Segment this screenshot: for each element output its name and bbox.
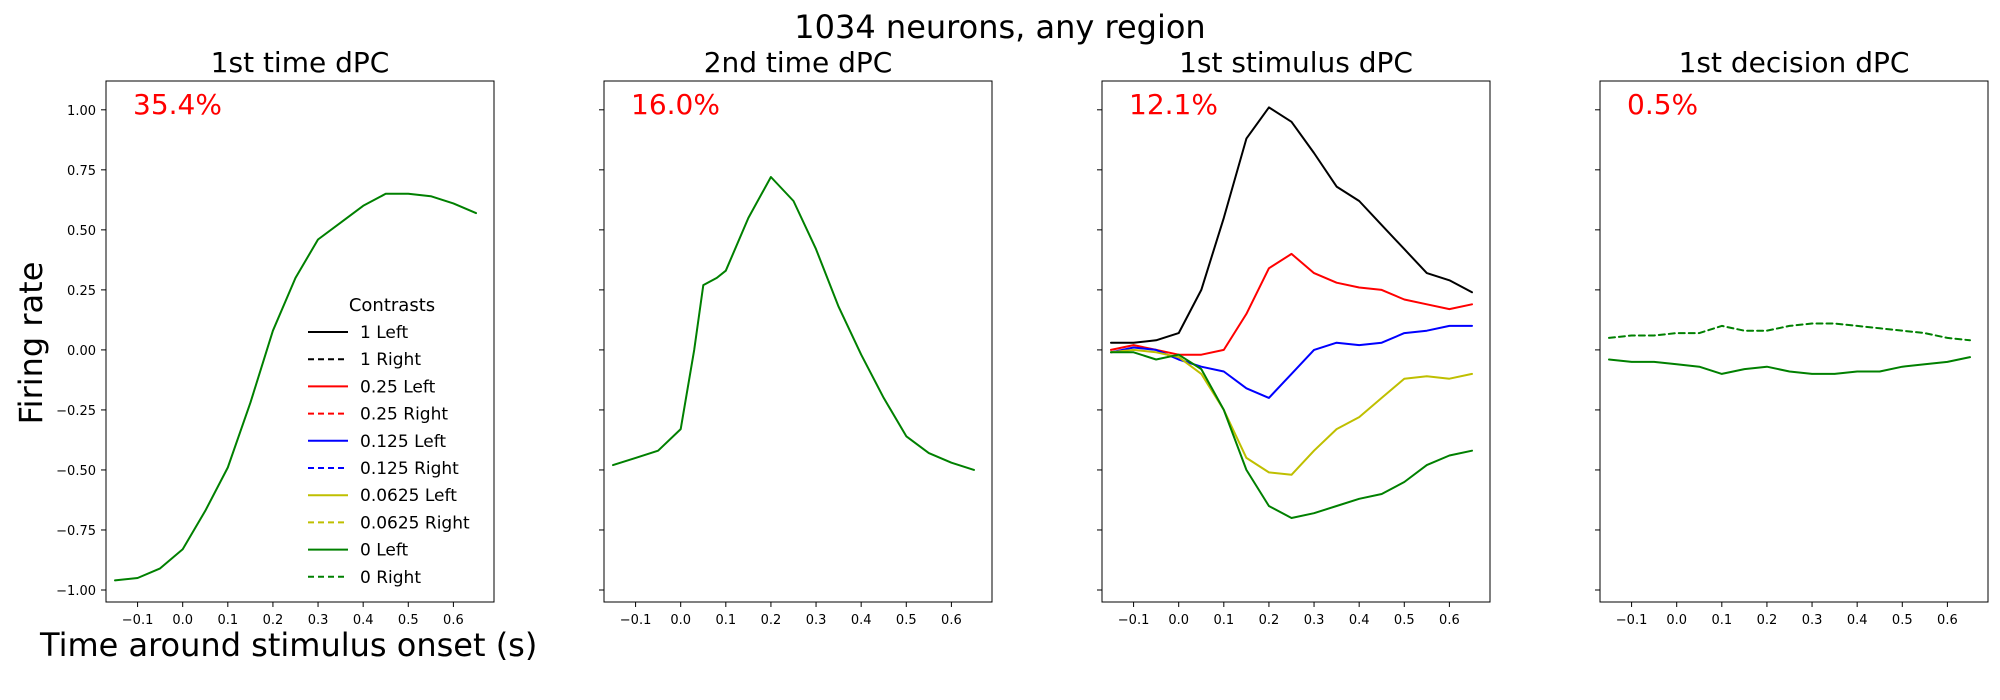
y-tick-label: −0.50 [56,464,96,479]
legend-item: 1 Left [308,323,409,343]
x-tick-label: 0.6 [1439,613,1460,628]
y-tick-label: −0.25 [56,404,96,419]
x-tick-label: −0.1 [1616,613,1648,628]
y-tick-label: 0.50 [67,224,96,239]
axes-frame [1599,80,1989,603]
x-tick-label: 0.2 [263,613,284,628]
y-tick-label: −0.75 [56,524,96,539]
legend-item: 0 Right [308,568,421,588]
x-tick-label: 0.0 [670,613,691,628]
y-tick-label: 0.00 [67,344,96,359]
x-tick-label: 0.3 [806,613,827,628]
figure-title: 1034 neurons, any region [794,8,1205,46]
y-tick-label: −1.00 [56,584,96,599]
series-line [1608,356,1971,375]
x-tick-label: 0.6 [1937,613,1958,628]
x-tick-label: −0.1 [122,613,154,628]
axes-frame [603,80,993,603]
legend-item: 0.25 Right [308,405,448,425]
series-line [114,192,477,582]
series-line [1608,322,1971,342]
series-line [1110,351,1473,519]
x-tick-label: 0.2 [761,613,782,628]
y-axis-label: Firing rate [12,262,50,425]
x-tick-label: 0.3 [308,613,329,628]
panel-1: 1st time dPC −0.1 0.0 0.1 0.2 0.3 0.4 0.5 0.6 −1.… [56,46,495,628]
x-tick-label: 0.5 [1394,613,1415,628]
x-tick-label: 0.3 [1802,613,1823,628]
x-tick-label: −0.1 [1118,613,1150,628]
panel-title: 1st time dPC [211,46,390,79]
legend-label: 0.25 Left [360,377,436,397]
x-axis-label: Time around stimulus onset (s) [39,626,537,664]
legend-label: 1 Right [360,350,421,370]
x-tick-label: −0.1 [620,613,652,628]
legend-item: 0.125 Right [308,459,459,479]
series-line [612,176,975,471]
y-tick-label: 1.00 [67,104,96,119]
legend-item: 1 Right [308,350,421,370]
y-tick-label: 0.75 [67,164,96,179]
panel-title: 1st decision dPC [1679,46,1910,79]
x-tick-label: 0.2 [1259,613,1280,628]
legend-label: 0 Left [360,541,409,561]
series-line [1110,106,1473,344]
series-line [1110,348,1473,476]
x-tick-label: 0.4 [1847,613,1868,628]
x-tick-label: 0.6 [443,613,464,628]
axes-frame [105,80,495,603]
x-tick-label: 0.0 [1168,613,1189,628]
legend-label: 0.0625 Left [360,486,457,506]
x-tick-label: 0.1 [1711,613,1732,628]
legend-label: 0.125 Right [360,459,459,479]
variance-annotation: 16.0% [631,88,720,121]
legend-label: 1 Left [360,323,409,343]
x-tick-label: 0.1 [217,613,238,628]
x-tick-label: 0.4 [1349,613,1370,628]
x-tick-label: 0.2 [1757,613,1778,628]
legend: Contrasts 1 Left 1 Right 0.25 Left 0.25 Righ… [308,295,470,588]
series-line [1110,252,1473,356]
variance-annotation: 0.5% [1627,88,1698,121]
panel-3: 1st stimulus dPC −0.1 0.0 0.1 0.2 0.3 0.4 0.5 0.… [1097,46,1491,628]
x-tick-label: 0.4 [353,613,374,628]
panel-4: 1st decision dPC −0.1 0.0 0.1 0.2 0.3 0.4 0.5 0.… [1595,46,1989,628]
panel-2: 2nd time dPC −0.1 0.0 0.1 0.2 0.3 0.4 0.5 0.6 16.… [599,46,993,628]
legend-item: 0 Left [308,541,409,561]
panel-title: 1st stimulus dPC [1179,46,1413,79]
x-tick-label: 0.5 [398,613,419,628]
x-tick-label: 0.0 [172,613,193,628]
legend-item: 0.0625 Right [308,513,470,533]
legend-label: 0 Right [360,568,421,588]
x-tick-label: 0.0 [1666,613,1687,628]
variance-annotation: 12.1% [1129,88,1218,121]
legend-item: 0.25 Left [308,377,436,397]
legend-label: 0.25 Right [360,405,448,425]
legend-item: 0.125 Left [308,432,446,452]
y-tick-label: 0.25 [67,284,96,299]
x-tick-label: 0.6 [941,613,962,628]
x-tick-label: 0.5 [896,613,917,628]
panel-title: 2nd time dPC [704,46,893,79]
legend-title: Contrasts [349,295,435,316]
legend-label: 0.0625 Right [360,513,470,533]
x-tick-label: 0.3 [1304,613,1325,628]
legend-label: 0.125 Left [360,432,446,452]
x-tick-label: 0.5 [1892,613,1913,628]
x-tick-label: 0.1 [1213,613,1234,628]
x-tick-label: 0.1 [715,613,736,628]
variance-annotation: 35.4% [133,88,222,121]
x-tick-label: 0.4 [851,613,872,628]
legend-item: 0.0625 Left [308,486,457,506]
axes-frame [1101,80,1491,603]
panels: 1st time dPC −0.1 0.0 0.1 0.2 0.3 0.4 0.5 0.6 −1.… [56,46,1989,628]
